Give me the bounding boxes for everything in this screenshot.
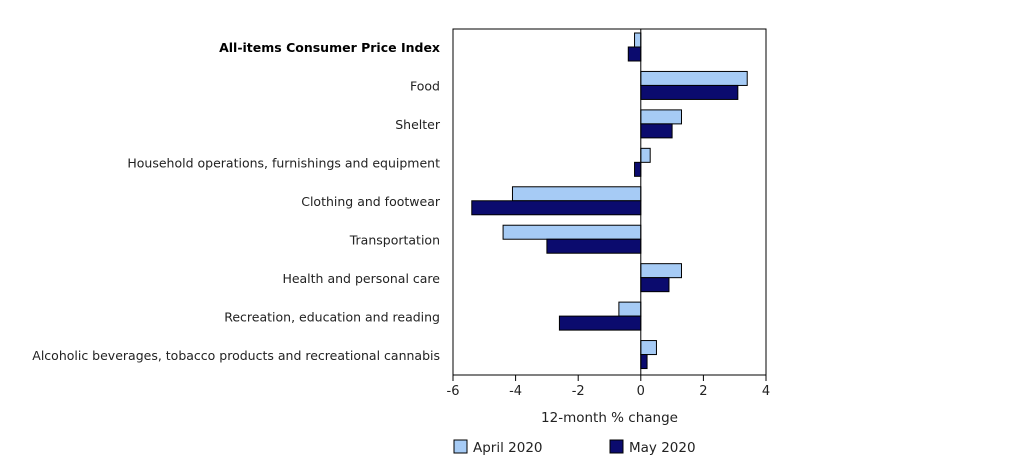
category-label: Clothing and footwear [301, 194, 441, 209]
legend-label-may: May 2020 [629, 440, 696, 456]
bar-may-2 [640, 123, 673, 139]
x-tick-label: -2 [572, 384, 585, 399]
category-label: Shelter [395, 117, 441, 132]
bar-may-5 [546, 238, 642, 254]
x-tick-label: 0 [637, 384, 645, 399]
category-label: Alcoholic beverages, tobacco products an… [32, 348, 440, 363]
legend-label-april: April 2020 [473, 440, 543, 456]
bar-may-3 [634, 161, 642, 177]
bar-may-1 [640, 84, 739, 100]
category-label: Health and personal care [282, 271, 440, 286]
x-tick-label: 2 [699, 384, 707, 399]
bar-april-7 [618, 301, 642, 317]
bar-april-3 [640, 147, 651, 163]
bar-april-6 [640, 263, 682, 279]
bar-april-5 [502, 224, 642, 240]
category-label: Food [410, 79, 440, 94]
bar-may-7 [558, 315, 642, 331]
bar-may-4 [471, 200, 642, 216]
x-axis-title: 12-month % change [541, 410, 678, 426]
bar-april-2 [640, 109, 682, 125]
bar-april-0 [634, 32, 642, 48]
bar-april-4 [511, 186, 642, 202]
legend-swatch-april [453, 439, 468, 454]
category-label: Household operations, furnishings and eq… [127, 156, 440, 171]
legend-swatch-may [609, 439, 624, 454]
bar-april-1 [640, 70, 748, 86]
x-tick-label: -4 [509, 384, 522, 399]
x-tick-label: -6 [447, 384, 460, 399]
category-label: Recreation, education and reading [224, 309, 440, 324]
bar-april-8 [640, 340, 657, 356]
category-label: Transportation [349, 232, 440, 247]
bar-may-8 [640, 354, 648, 370]
category-label: All-items Consumer Price Index [219, 40, 440, 55]
plot-frame [452, 28, 767, 376]
bar-may-6 [640, 277, 670, 293]
x-tick-label: 4 [762, 384, 770, 399]
bar-may-0 [627, 46, 642, 62]
